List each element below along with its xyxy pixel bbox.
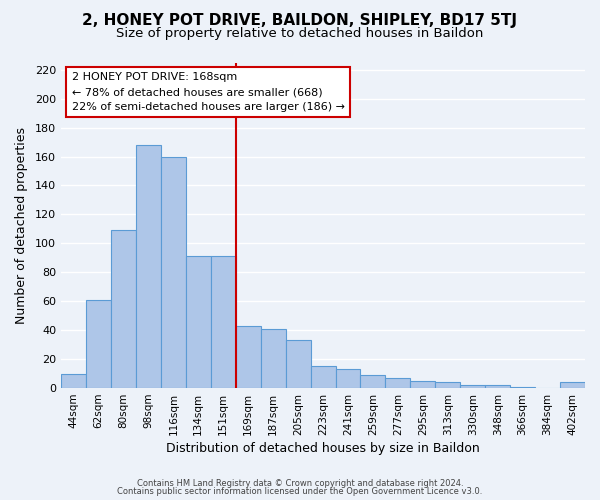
- Bar: [86, 300, 111, 388]
- X-axis label: Distribution of detached houses by size in Baildon: Distribution of detached houses by size …: [166, 442, 480, 455]
- Bar: [335, 370, 361, 388]
- Bar: [560, 382, 585, 388]
- Text: 2 HONEY POT DRIVE: 168sqm
← 78% of detached houses are smaller (668)
22% of semi: 2 HONEY POT DRIVE: 168sqm ← 78% of detac…: [71, 72, 344, 112]
- Text: Contains HM Land Registry data © Crown copyright and database right 2024.: Contains HM Land Registry data © Crown c…: [137, 478, 463, 488]
- Y-axis label: Number of detached properties: Number of detached properties: [15, 127, 28, 324]
- Bar: [311, 366, 335, 388]
- Bar: [136, 145, 161, 388]
- Bar: [410, 381, 436, 388]
- Bar: [510, 386, 535, 388]
- Bar: [385, 378, 410, 388]
- Bar: [361, 375, 385, 388]
- Bar: [460, 385, 485, 388]
- Bar: [260, 328, 286, 388]
- Bar: [111, 230, 136, 388]
- Bar: [161, 156, 186, 388]
- Text: 2, HONEY POT DRIVE, BAILDON, SHIPLEY, BD17 5TJ: 2, HONEY POT DRIVE, BAILDON, SHIPLEY, BD…: [83, 12, 517, 28]
- Text: Size of property relative to detached houses in Baildon: Size of property relative to detached ho…: [116, 28, 484, 40]
- Bar: [236, 326, 260, 388]
- Text: Contains public sector information licensed under the Open Government Licence v3: Contains public sector information licen…: [118, 487, 482, 496]
- Bar: [186, 256, 211, 388]
- Bar: [211, 256, 236, 388]
- Bar: [485, 385, 510, 388]
- Bar: [61, 374, 86, 388]
- Bar: [436, 382, 460, 388]
- Bar: [286, 340, 311, 388]
